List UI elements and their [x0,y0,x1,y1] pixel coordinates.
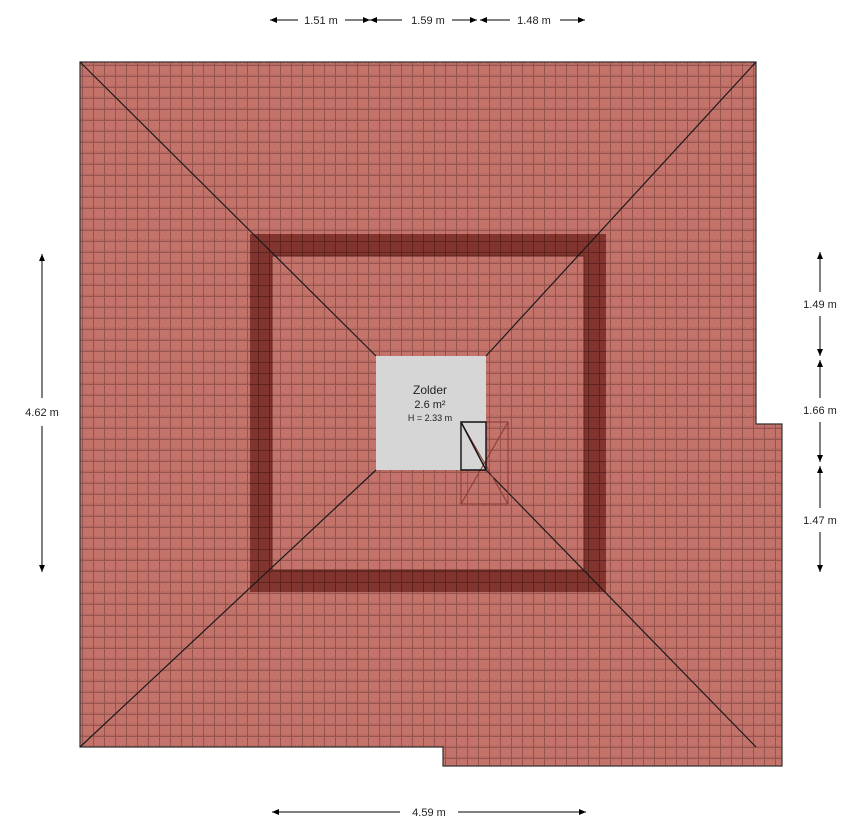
dim-top-2: 1.59 m [411,15,445,27]
hip-lines [79,61,757,748]
dim-left: 4.62 m [25,407,59,419]
dim-top-1: 1.51 m [304,15,338,27]
room-name: Zolder [413,383,447,397]
dim-right-3: 1.47 m [803,515,837,527]
stair-hatch [460,421,509,505]
dim-bottom: 4.59 m [412,807,446,819]
dim-right-1: 1.49 m [803,299,837,311]
dim-right-2: 1.66 m [803,405,837,417]
room-area: 2.6 m² [414,399,446,411]
room-zolder [376,356,486,470]
dim-top-3: 1.48 m [517,15,551,27]
room-height: H = 2.33 m [408,413,452,423]
